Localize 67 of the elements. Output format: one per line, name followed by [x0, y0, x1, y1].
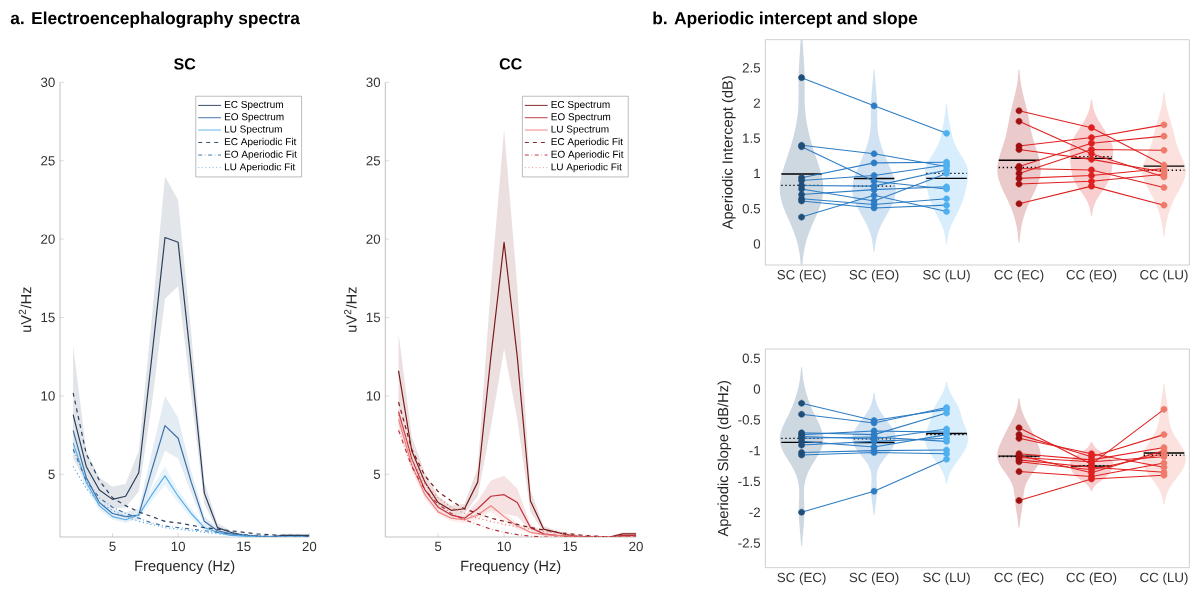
x-tick-label: CC (EC)	[994, 572, 1044, 585]
y-tick-label: 0.5	[742, 353, 761, 363]
text: a. Electroencephalography spectra	[10, 11, 300, 28]
x-tick-label: 20	[302, 541, 317, 552]
legend-label: EO Spectrum	[224, 113, 284, 123]
x-tick-label: 10	[171, 541, 186, 552]
x-tick-label: 5	[434, 541, 442, 552]
x-tick-label: CC (EC)	[994, 269, 1044, 283]
y-tick-label: 0.5	[742, 203, 761, 214]
legend-label: EC Aperiodic Fit	[551, 137, 623, 148]
y-tick-label: -1	[749, 446, 760, 456]
x-tick-label: CC (LU)	[1140, 572, 1188, 585]
y-tick-label: 5	[48, 469, 55, 479]
y-tick-label: -2	[749, 507, 760, 517]
y-tick-label: 10	[41, 391, 55, 401]
x-tick-label: CC (EO)	[1066, 572, 1117, 585]
legend-label: LU Spectrum	[551, 125, 609, 135]
x-tick-label: 15	[237, 541, 251, 552]
x-tick-label: SC (EC)	[777, 572, 826, 585]
y-tick-label: 25	[41, 156, 55, 166]
x-tick-label: SC (EO)	[849, 572, 899, 585]
y-tick-label: 30	[40, 77, 55, 88]
y-tick-label: 25	[366, 156, 381, 166]
x-tick-label: 15	[563, 541, 577, 552]
legend-label: LU Spectrum	[224, 125, 282, 135]
y-tick-label: 2.5	[742, 63, 761, 73]
y-tick-label: 20	[41, 234, 55, 244]
y-tick-label: 15	[366, 312, 381, 323]
legend-label: EO Spectrum	[551, 113, 611, 123]
y-axis-title: uV$^{2}$/Hz	[344, 287, 357, 332]
chart-title: SC	[174, 58, 196, 70]
x-axis-title: Frequency (Hz)	[461, 560, 561, 574]
legend-label: LU Aperiodic Fit	[551, 163, 622, 173]
y-axis-title: Aperiodic Intercept (dB)	[721, 76, 736, 230]
y-tick-label: 1.5	[743, 133, 761, 143]
x-tick-label: SC (LU)	[923, 572, 970, 585]
y-tick-label: 0	[753, 384, 761, 394]
y-tick-label: 20	[366, 234, 381, 244]
y-tick-label: -2.5	[738, 538, 761, 548]
x-tick-label: SC (EC)	[777, 269, 826, 283]
y-axis-title: uV$^{2}$/Hz	[18, 287, 32, 332]
y-tick-label: -0.5	[738, 415, 761, 425]
y-tick-label: 30	[366, 77, 381, 88]
y-tick-label: 2	[753, 98, 760, 108]
y-tick-label: 15	[41, 312, 55, 323]
legend-label: EC Spectrum	[551, 100, 610, 110]
x-tick-label: 20	[629, 541, 643, 552]
legend-label: EC Aperiodic Fit	[224, 137, 297, 148]
legend-label: EC Spectrum	[224, 100, 283, 110]
x-tick-label: 5	[109, 541, 116, 552]
x-axis-title: Frequency (Hz)	[135, 560, 235, 574]
y-tick-label: 1	[754, 168, 760, 179]
y-tick-label: 10	[366, 391, 381, 401]
x-tick-label: 10	[497, 541, 511, 552]
legend-label: EO Aperiodic Fit	[551, 150, 624, 160]
x-tick-label: CC (EO)	[1066, 269, 1117, 283]
legend-label: EO Aperiodic Fit	[224, 150, 297, 160]
y-tick-label: 0	[753, 239, 761, 249]
y-tick-label: 5	[373, 469, 381, 479]
x-tick-label: SC (EO)	[849, 269, 899, 283]
x-tick-label: CC (LU)	[1140, 269, 1188, 283]
y-tick-label: -1.5	[738, 476, 761, 487]
x-tick-label: SC (LU)	[923, 269, 970, 283]
text: b. Aperiodic intercept and slope	[653, 11, 918, 28]
y-axis-title: Aperiodic Slope (dB/Hz)	[717, 381, 732, 537]
chart-title: CC	[499, 58, 522, 70]
legend-label: LU Aperiodic Fit	[224, 163, 296, 173]
